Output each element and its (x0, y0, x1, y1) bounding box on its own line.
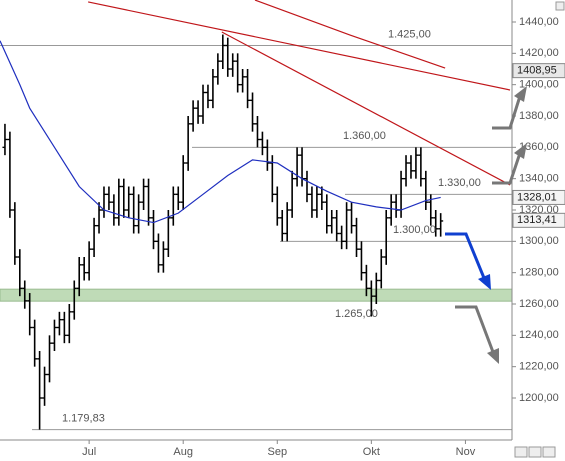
price-marker (512, 189, 565, 205)
level-label: 1.300,00 (393, 224, 436, 236)
axis-labels: 1440,00 1420,00 1400,00 1380,00 1360,00 1340,… (82, 16, 559, 458)
zoom-button[interactable] (528, 446, 542, 458)
indicator-line (221, 31, 511, 186)
x-tick-label: Sep (267, 446, 287, 458)
arrow-head (478, 274, 491, 290)
arrow (492, 95, 522, 130)
level-label: 1.425,00 (388, 28, 431, 40)
level-label: 1.265,00 (335, 308, 378, 320)
y-tick-label: 1380,00 (519, 110, 559, 122)
y-tick-label: 1300,00 (519, 235, 559, 247)
levels (0, 45, 512, 431)
indicator-line (254, 0, 446, 69)
level-label: 1.179,83 (62, 413, 105, 425)
y-tick-label: 1240,00 (519, 329, 559, 341)
y-tick-label: 1360,00 (519, 141, 559, 153)
price-marker-label: 1313,41 (517, 214, 557, 226)
y-tick-label: 1340,00 (519, 173, 559, 185)
arrows (445, 86, 527, 364)
indicator-line (88, 1, 511, 91)
bars (2, 34, 444, 430)
grid (88, 21, 516, 444)
y-tick-label: 1400,00 (519, 79, 559, 91)
x-tick-label: Okt (363, 446, 380, 458)
y-tick-label: 1200,00 (519, 392, 559, 404)
y-tick-label: 1440,00 (519, 16, 559, 28)
zoom-button[interactable] (542, 446, 556, 458)
x-tick-label: Aug (173, 446, 193, 458)
corner-button[interactable] (555, 1, 565, 11)
arrow (455, 305, 495, 353)
price-marker (512, 212, 565, 228)
x-tick-label: Jul (82, 446, 96, 458)
zoom-button[interactable] (514, 446, 528, 458)
price-marker (512, 63, 565, 79)
level-label: 1.330,00 (438, 177, 481, 189)
y-tick-label: 1420,00 (519, 47, 559, 59)
price-marker-label: 1328,01 (517, 191, 557, 203)
x-tick-label: Nov (456, 446, 476, 458)
arrow-head (487, 348, 499, 364)
indicator-line (0, 40, 441, 224)
arrow-head (514, 86, 527, 102)
y-tick-label: 1260,00 (519, 298, 559, 310)
arrow (445, 232, 486, 279)
y-tick-label: 1280,00 (519, 267, 559, 279)
price-marker-label: 1408,95 (517, 65, 557, 77)
y-tick-label: 1220,00 (519, 361, 559, 373)
arrow-head (514, 143, 527, 159)
toolbar (514, 1, 565, 458)
level-label: 1.360,00 (343, 130, 386, 142)
support-zone (0, 288, 512, 302)
lines (0, 0, 511, 224)
arrow (492, 152, 522, 185)
